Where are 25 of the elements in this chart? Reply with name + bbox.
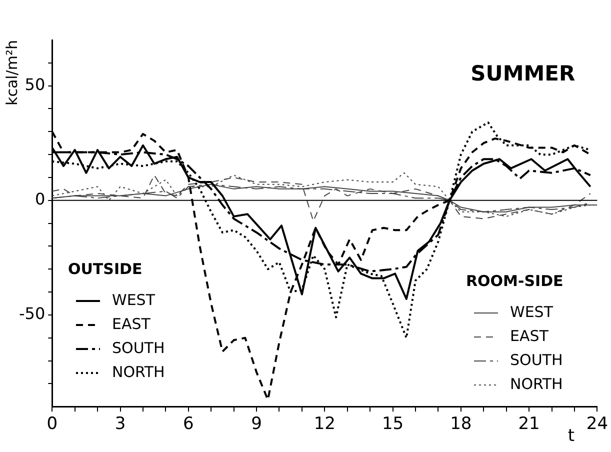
y-axis-title: kcal/m²h — [2, 40, 21, 106]
x-tick-label: 12 — [314, 414, 336, 434]
x-tick-label: 18 — [450, 414, 472, 434]
x-tick-label: 0 — [46, 414, 58, 434]
legend-label: NORTH — [112, 362, 165, 381]
y-tick-label: 0 — [34, 190, 46, 209]
y-tick-label: 50 — [24, 74, 46, 94]
x-tick-label: 3 — [114, 414, 126, 434]
legend-label: SOUTH — [112, 338, 165, 357]
x-axis-title: t — [568, 426, 575, 446]
x-tick-label: 24 — [586, 414, 608, 434]
x-tick-label: 6 — [182, 414, 194, 434]
legend-label: EAST — [112, 314, 152, 333]
x-tick-label: 15 — [382, 414, 404, 434]
y-tick-label: -50 — [18, 304, 46, 324]
x-tick-label: 9 — [251, 414, 262, 434]
text: SUMMER — [470, 61, 576, 86]
legend-label: WEST — [510, 302, 554, 321]
annotation: ROOM-SIDE — [466, 272, 564, 290]
legend-label: EAST — [510, 326, 550, 345]
annotation: OUTSIDE — [68, 260, 142, 278]
x-tick-label: 21 — [518, 414, 540, 434]
legend-label: NORTH — [510, 374, 563, 393]
legend-label: WEST — [112, 290, 156, 309]
legend-label: SOUTH — [510, 350, 563, 369]
